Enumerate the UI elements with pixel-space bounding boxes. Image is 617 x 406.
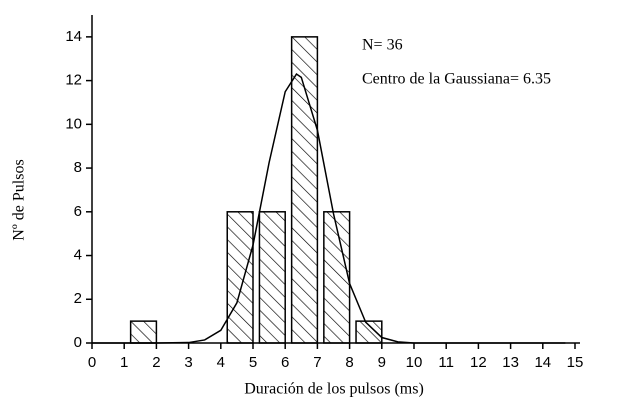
x-tick-label: 13 [502,354,519,371]
x-tick-label: 5 [249,354,257,371]
x-tick-label: 10 [406,354,423,371]
y-tick-label: 14 [65,28,82,45]
bar [129,320,158,344]
y-tick-label: 6 [74,203,82,220]
annotation: Centro de la Gaussiana= 6.35 [362,71,551,88]
bar [226,211,254,344]
x-tick-label: 7 [313,354,321,371]
x-axis-label: Duración de los pulsos (ms) [244,381,424,398]
bar [290,36,319,344]
y-tick-label: 10 [65,115,82,132]
y-tick-label: 0 [74,334,82,351]
x-tick-label: 6 [281,354,289,371]
y-tick-label: 12 [65,72,82,89]
y-axis-label: Nº de Pulsos [11,159,28,240]
annotation: N= 36 [362,37,403,54]
x-tick-label: 4 [217,354,225,371]
x-tick-label: 2 [152,354,160,371]
y-tick-label: 4 [74,247,82,264]
x-tick-label: 14 [534,354,551,371]
x-tick-label: 12 [470,354,487,371]
y-tick-label: 8 [74,159,82,176]
x-tick-label: 3 [184,354,192,371]
y-tick-label: 2 [74,290,82,307]
x-tick-label: 11 [438,354,454,371]
fit-curve [92,72,566,344]
bar [323,211,351,344]
x-tick-label: 9 [378,354,386,371]
x-tick-label: 0 [88,354,96,371]
x-tick-label: 1 [120,354,128,371]
bar [258,211,286,344]
bar [355,320,383,344]
x-tick-label: 8 [345,354,353,371]
x-tick-label: 15 [567,354,584,371]
